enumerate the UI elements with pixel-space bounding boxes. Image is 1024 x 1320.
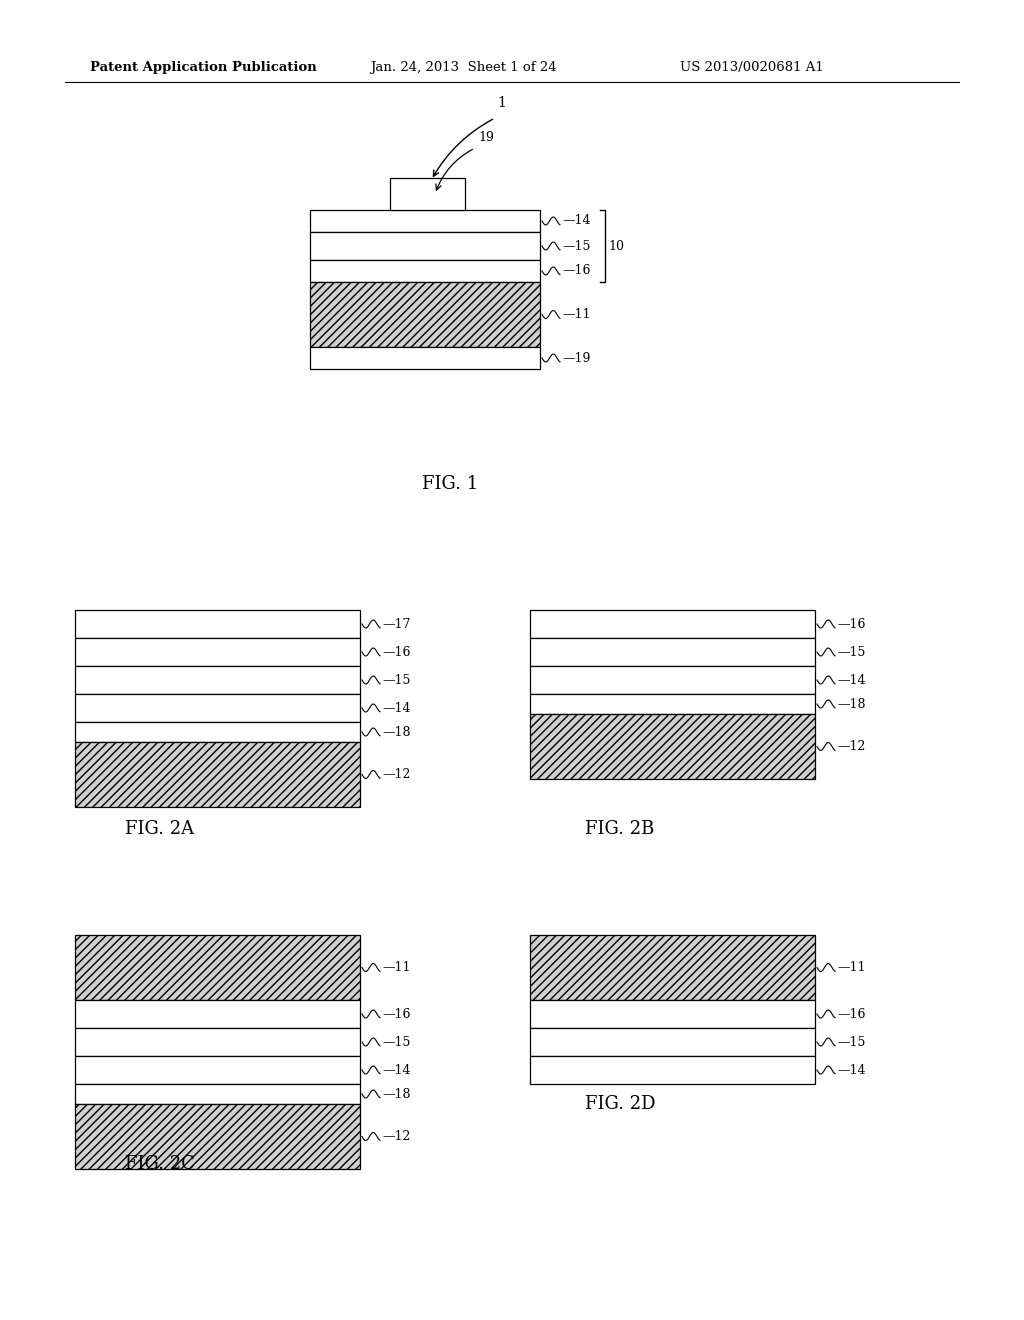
Bar: [75, 667, 360, 694]
Text: 10: 10: [608, 239, 624, 252]
Text: —14: —14: [562, 214, 591, 227]
Text: FIG. 2D: FIG. 2D: [585, 1096, 655, 1113]
Text: FIG. 2C: FIG. 2C: [125, 1155, 195, 1173]
Bar: [75, 1056, 360, 1084]
Text: FIG. 2A: FIG. 2A: [125, 820, 195, 838]
Bar: [310, 260, 540, 282]
Text: —12: —12: [837, 741, 865, 752]
Text: 19: 19: [478, 131, 494, 144]
Text: —19: —19: [562, 351, 591, 364]
Text: US 2013/0020681 A1: US 2013/0020681 A1: [680, 62, 823, 74]
Bar: [530, 1056, 815, 1084]
Text: —18: —18: [837, 697, 865, 710]
Text: 1: 1: [497, 96, 506, 110]
Text: —18: —18: [382, 1088, 411, 1101]
Bar: [75, 1001, 360, 1028]
Bar: [530, 667, 815, 694]
Text: —12: —12: [382, 768, 411, 781]
Bar: [75, 722, 360, 742]
Bar: [75, 1028, 360, 1056]
Text: —11: —11: [382, 961, 411, 974]
Bar: [75, 638, 360, 667]
Bar: [530, 694, 815, 714]
Text: —16: —16: [562, 264, 591, 277]
Text: —16: —16: [837, 1007, 865, 1020]
Text: —16: —16: [837, 618, 865, 631]
Text: —18: —18: [382, 726, 411, 738]
Text: —14: —14: [837, 1064, 865, 1077]
Text: —15: —15: [837, 1035, 865, 1048]
Bar: [530, 714, 815, 779]
Bar: [75, 1104, 360, 1170]
Bar: [75, 694, 360, 722]
Bar: [530, 1028, 815, 1056]
Text: —14: —14: [382, 1064, 411, 1077]
Bar: [530, 610, 815, 638]
Text: —12: —12: [382, 1130, 411, 1143]
Bar: [75, 935, 360, 1001]
Bar: [530, 1001, 815, 1028]
Text: Jan. 24, 2013  Sheet 1 of 24: Jan. 24, 2013 Sheet 1 of 24: [370, 62, 557, 74]
Text: —14: —14: [382, 701, 411, 714]
Bar: [75, 1084, 360, 1104]
Bar: [310, 347, 540, 370]
Text: —15: —15: [382, 673, 411, 686]
Text: —17: —17: [382, 618, 411, 631]
Text: —15: —15: [382, 1035, 411, 1048]
Text: —14: —14: [837, 673, 865, 686]
Text: —16: —16: [382, 645, 411, 659]
Text: —11: —11: [837, 961, 865, 974]
Bar: [530, 638, 815, 667]
Text: FIG. 1: FIG. 1: [422, 475, 478, 492]
Bar: [310, 282, 540, 347]
Bar: [75, 742, 360, 807]
Text: —15: —15: [837, 645, 865, 659]
Bar: [310, 232, 540, 260]
Bar: [310, 210, 540, 232]
Bar: [530, 935, 815, 1001]
Text: FIG. 2B: FIG. 2B: [586, 820, 654, 838]
Text: —15: —15: [562, 239, 591, 252]
Bar: [75, 610, 360, 638]
Text: —16: —16: [382, 1007, 411, 1020]
Text: Patent Application Publication: Patent Application Publication: [90, 62, 316, 74]
Text: —11: —11: [562, 308, 591, 321]
Bar: [390, 178, 465, 210]
